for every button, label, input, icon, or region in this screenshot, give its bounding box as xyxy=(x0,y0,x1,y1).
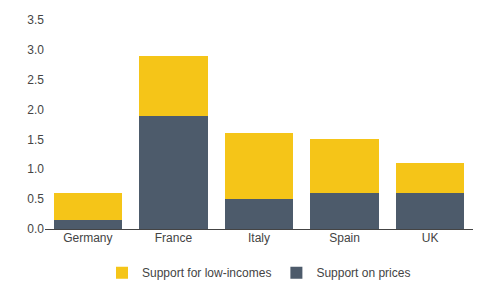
svg-text:Support for low-incomes: Support for low-incomes xyxy=(142,266,271,280)
svg-text:Support on prices: Support on prices xyxy=(316,266,410,280)
svg-text:0.5: 0.5 xyxy=(27,192,44,206)
svg-text:3.5: 3.5 xyxy=(27,13,44,27)
svg-text:1.5: 1.5 xyxy=(27,133,44,147)
svg-text:Italy: Italy xyxy=(248,231,270,245)
svg-text:Germany: Germany xyxy=(63,231,112,245)
svg-text:1.0: 1.0 xyxy=(27,162,44,176)
svg-text:2.5: 2.5 xyxy=(27,73,44,87)
svg-text:3.0: 3.0 xyxy=(27,43,44,57)
svg-text:Spain: Spain xyxy=(329,231,360,245)
svg-text:2.0: 2.0 xyxy=(27,103,44,117)
svg-text:France: France xyxy=(155,231,193,245)
svg-text:0.0: 0.0 xyxy=(27,222,44,236)
svg-text:UK: UK xyxy=(422,231,439,245)
